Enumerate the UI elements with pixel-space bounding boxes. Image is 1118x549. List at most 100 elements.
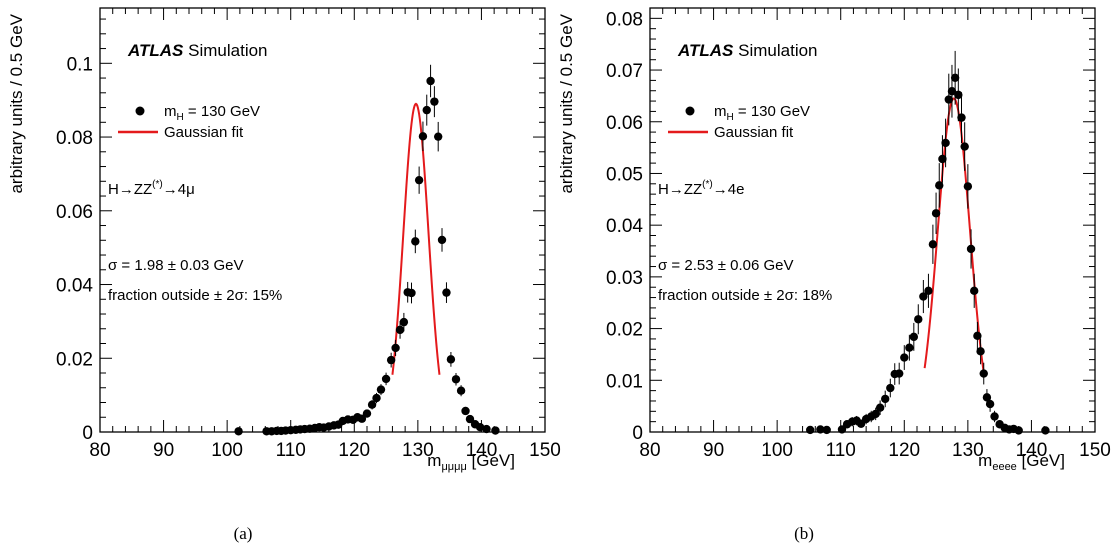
data-point (909, 332, 919, 342)
data-point (924, 286, 933, 296)
data-point (806, 425, 815, 435)
y-tick-label: 0.01 (606, 371, 643, 392)
data-point (442, 288, 451, 297)
data-point (973, 331, 982, 341)
legend-label-points: mH = 130 GeV (714, 103, 810, 123)
x-tick-label: 100 (211, 440, 243, 461)
x-tick-label: 150 (529, 440, 561, 461)
data-point (437, 235, 447, 245)
data-point (871, 409, 880, 419)
x-tick-label: 110 (826, 440, 856, 461)
legend-marker-points (135, 106, 145, 116)
x-tick-label: 90 (703, 440, 724, 461)
process-label: H→ZZ(*)→4e (658, 179, 744, 198)
legend-label-fit: Gaussian fit (164, 124, 244, 141)
data-point (947, 87, 957, 96)
data-point (985, 399, 995, 409)
y-tick-label: 0 (632, 423, 643, 444)
data-point (414, 175, 424, 185)
data-point (395, 325, 405, 335)
data-point (875, 403, 885, 412)
y-tick-label: 0.07 (606, 61, 643, 82)
data-point (954, 90, 963, 100)
data-point (941, 138, 950, 148)
data-point (422, 105, 431, 115)
chart-panel-a: 80 90 100 110 120 130 140 150 0 0.02 0.04 0.06 0.08 0… (7, 7, 561, 543)
x-tick-label: 130 (402, 440, 434, 461)
data-point (376, 385, 386, 394)
data-point (938, 154, 947, 164)
data-point (434, 132, 443, 141)
x-axis-label: meeee [GeV] (978, 451, 1065, 473)
data-point (976, 347, 985, 356)
chart-panel-b: 80 90 100 110 120 130 140 150 0 0.01 0.02 0.03 0.04 0… (557, 7, 1111, 543)
data-point (982, 393, 992, 402)
y-tick-label: 0.08 (606, 9, 643, 30)
data-point (482, 424, 491, 434)
data-point (1014, 426, 1023, 435)
resolution-annotation: fraction outside ± 2σ: 18% (658, 287, 832, 304)
y-axis-label: arbitrary units / 0.5 GeV (557, 13, 576, 193)
data-point (900, 353, 909, 362)
data-point (456, 386, 466, 395)
data-point (386, 355, 396, 365)
data-point (367, 400, 377, 409)
y-tick-label: 0.02 (56, 349, 93, 370)
y-tick-label: 0.04 (56, 276, 93, 297)
data-point (990, 412, 999, 421)
x-tick-label: 120 (888, 440, 920, 461)
panel-caption: (a) (234, 524, 253, 543)
panel-caption: (b) (794, 524, 814, 543)
data-point (928, 240, 938, 249)
data-point (426, 76, 435, 86)
x-tick-label: 120 (338, 440, 370, 461)
data-point (465, 414, 475, 424)
data-point (979, 369, 988, 378)
x-tick-label: 80 (639, 440, 660, 461)
data-point (960, 142, 969, 151)
resolution-annotation: fraction outside ± 2σ: 15% (108, 287, 282, 304)
data-point (418, 132, 428, 141)
legend-marker-points (685, 106, 695, 116)
data-point (407, 288, 416, 298)
x-tick-label: 140 (466, 440, 498, 461)
data-point (446, 355, 456, 364)
plot-frame (649, 7, 1096, 433)
data-point (944, 95, 953, 104)
data-point (895, 369, 904, 378)
data-point (357, 414, 367, 423)
x-tick-label: 110 (276, 440, 306, 461)
gaussian-fit-curve (391, 102, 441, 375)
data-point (381, 374, 391, 384)
y-tick-label: 0.1 (67, 54, 93, 75)
x-tick-label: 80 (89, 440, 110, 461)
data-point (399, 317, 409, 327)
legend-label-points: mH = 130 GeV (164, 103, 260, 123)
experiment-label: ATLAS Simulation (127, 41, 268, 60)
y-tick-label: 0.06 (606, 113, 643, 134)
y-tick-label: 0.05 (606, 164, 643, 185)
x-tick-label: 140 (1016, 440, 1048, 461)
x-tick-label: 90 (153, 440, 174, 461)
y-tick-label: 0.06 (56, 202, 93, 223)
data-point (411, 237, 420, 246)
data-point (837, 425, 847, 434)
data-point (430, 97, 439, 106)
data-point (451, 375, 461, 384)
y-tick-label: 0 (82, 423, 93, 444)
data-point (914, 315, 923, 324)
resolution-annotation: σ = 1.98 ± 0.03 GeV (108, 257, 244, 274)
experiment-label: ATLAS Simulation (677, 41, 818, 60)
data-point (881, 394, 890, 404)
data-point (957, 113, 966, 122)
x-tick-label: 100 (761, 440, 793, 461)
resolution-annotation: σ = 2.53 ± 0.06 GeV (658, 257, 794, 274)
data-point (816, 425, 825, 434)
y-axis-label: arbitrary units / 0.5 GeV (7, 13, 26, 193)
x-tick-label: 130 (952, 440, 984, 461)
data-point (475, 423, 485, 432)
data-point (1041, 426, 1050, 435)
y-tick-label: 0.08 (56, 128, 93, 149)
data-point (822, 425, 831, 435)
plot-frame (99, 7, 546, 433)
